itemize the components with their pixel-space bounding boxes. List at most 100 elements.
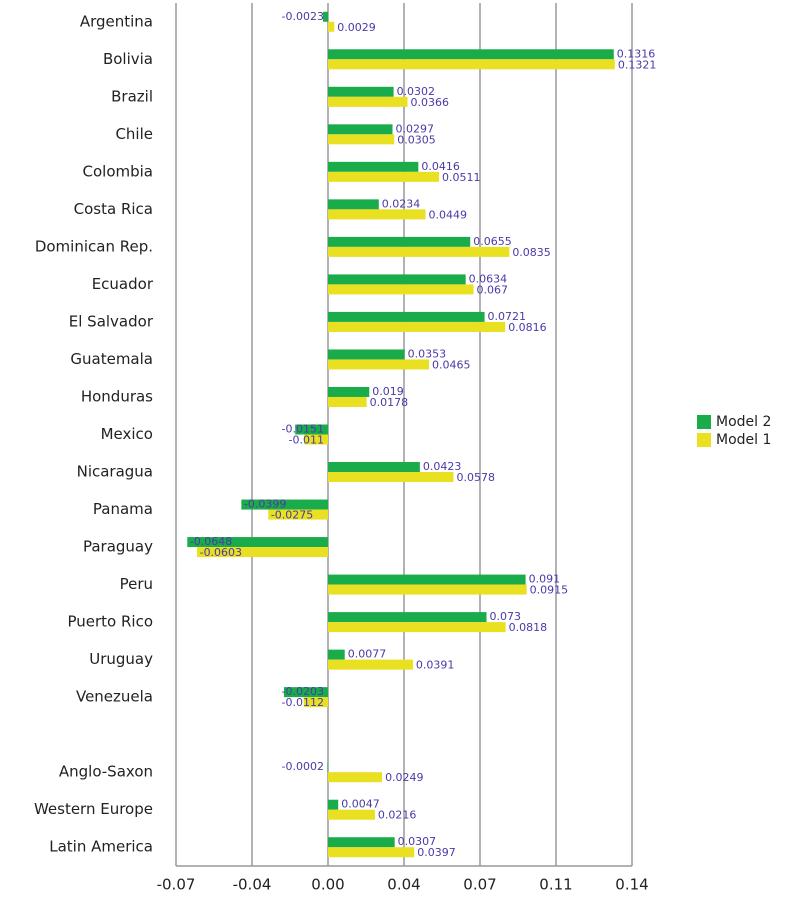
value-label: 0.0511 xyxy=(442,171,481,184)
value-label: 0.019 xyxy=(372,385,404,398)
value-label: 0.091 xyxy=(529,573,561,586)
value-label: 0.1316 xyxy=(617,47,656,60)
bar xyxy=(328,772,383,783)
value-label: 0.0465 xyxy=(432,358,471,371)
bar xyxy=(328,21,335,32)
bar xyxy=(328,612,487,623)
value-label: 0.0449 xyxy=(428,208,467,221)
value-label: 0.0366 xyxy=(410,96,449,109)
bar xyxy=(328,321,506,332)
bar xyxy=(328,161,419,172)
bar xyxy=(328,462,420,473)
value-label: -0.0648 xyxy=(190,535,232,548)
bar xyxy=(328,59,615,70)
bar xyxy=(328,284,474,295)
bar xyxy=(283,687,328,698)
category-label: El Salvador xyxy=(69,312,154,330)
category-label: Mexico xyxy=(101,425,153,443)
value-label: 0.0915 xyxy=(530,584,569,597)
value-label: 0.0816 xyxy=(508,321,547,334)
value-label: -0.0023 xyxy=(282,10,324,23)
bar xyxy=(241,499,328,510)
bar xyxy=(295,424,328,435)
value-label: -0.0002 xyxy=(282,760,324,773)
category-label: Paraguay xyxy=(83,538,153,556)
bar xyxy=(328,799,339,810)
value-label: 0.0077 xyxy=(348,648,387,661)
category-label: Ecuador xyxy=(92,275,154,293)
bar xyxy=(328,649,345,660)
bar xyxy=(328,171,439,182)
bar xyxy=(268,509,328,520)
value-label: 0.0578 xyxy=(457,471,496,484)
bar xyxy=(328,49,614,60)
x-tick-label: 0.11 xyxy=(539,876,572,894)
bar xyxy=(323,11,328,22)
category-label: Costa Rica xyxy=(74,200,153,218)
bar xyxy=(328,386,370,397)
bar xyxy=(187,537,328,548)
category-label: Latin America xyxy=(49,838,153,856)
value-label: 0.0307 xyxy=(398,835,437,848)
value-label: 0.0423 xyxy=(423,460,462,473)
value-label: 0.0302 xyxy=(397,85,436,98)
value-label: 0.0835 xyxy=(512,246,551,259)
bar xyxy=(328,134,395,145)
category-label: Guatemala xyxy=(70,350,153,368)
category-label: Honduras xyxy=(81,387,153,405)
category-label: Anglo-Saxon xyxy=(59,763,153,781)
value-label: 0.0234 xyxy=(382,197,421,210)
value-label: 0.0216 xyxy=(378,809,417,822)
x-tick-label: -0.04 xyxy=(233,876,272,894)
bar xyxy=(328,349,405,360)
x-tick-label: 0.14 xyxy=(615,876,648,894)
bar xyxy=(328,659,413,670)
value-label: 0.1321 xyxy=(618,58,657,71)
category-label: Nicaragua xyxy=(77,463,153,481)
value-label: 0.0297 xyxy=(395,122,434,135)
value-label: 0.0655 xyxy=(473,235,512,248)
bar xyxy=(328,311,485,322)
value-label: -0.0275 xyxy=(271,509,313,522)
bar xyxy=(328,809,375,820)
legend-swatch xyxy=(697,415,711,429)
bar xyxy=(328,124,393,135)
value-label: -0.0203 xyxy=(282,685,324,698)
value-label: 0.0047 xyxy=(341,798,380,811)
value-label: 0.0416 xyxy=(421,160,460,173)
value-label: 0.0029 xyxy=(337,21,376,34)
value-label: 0.0353 xyxy=(408,347,447,360)
value-label: 0.067 xyxy=(476,283,508,296)
value-label: -0.0603 xyxy=(200,546,242,559)
bar xyxy=(197,547,328,558)
value-label: 0.0249 xyxy=(385,771,424,784)
bar xyxy=(328,359,429,370)
bar xyxy=(328,847,415,858)
category-label: Brazil xyxy=(111,87,153,105)
legend-label: Model 2 xyxy=(716,414,771,430)
value-label: 0.0721 xyxy=(488,310,527,323)
bar xyxy=(328,472,454,483)
category-label: Uruguay xyxy=(89,650,153,668)
value-label: 0.0397 xyxy=(417,846,456,859)
category-label: Puerto Rico xyxy=(67,613,153,631)
x-tick-label: 0.07 xyxy=(463,876,496,894)
x-tick-label: 0.00 xyxy=(311,876,344,894)
x-tick-label: 0.04 xyxy=(387,876,420,894)
bar xyxy=(328,622,506,633)
bar xyxy=(328,209,426,220)
value-label: -0.011 xyxy=(289,434,324,447)
category-label: Chile xyxy=(115,125,153,143)
bar xyxy=(328,236,471,247)
value-label: 0.0305 xyxy=(397,133,436,146)
bar xyxy=(328,396,367,407)
x-tick-label: -0.07 xyxy=(157,876,196,894)
legend-label: Model 1 xyxy=(716,432,771,448)
bar xyxy=(328,246,510,257)
bar xyxy=(328,86,394,97)
value-label: -0.0151 xyxy=(282,423,324,436)
value-label: -0.0112 xyxy=(282,696,324,709)
bar xyxy=(328,574,526,585)
bar xyxy=(328,199,379,210)
